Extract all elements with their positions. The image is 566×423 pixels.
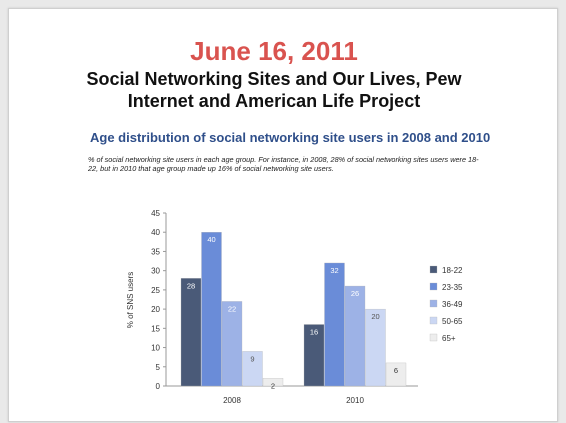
y-tick-label: 5 xyxy=(156,363,161,372)
legend-swatch-50-65 xyxy=(429,316,438,325)
y-tick-label: 15 xyxy=(151,324,160,333)
chart-title: Age distribution of social networking si… xyxy=(90,130,491,145)
slide-date: June 16, 2011 xyxy=(190,36,358,66)
y-tick-label: 20 xyxy=(151,305,160,314)
slide-headline: Social Networking Sites and Our Lives, P… xyxy=(0,68,548,112)
y-tick-label: 25 xyxy=(151,286,160,295)
legend-label: 36-49 xyxy=(442,300,463,309)
bar-23-35-2008 xyxy=(201,232,222,387)
legend-swatch-65+ xyxy=(429,333,438,342)
bar-value-label: 2 xyxy=(271,381,275,390)
y-tick-label: 10 xyxy=(151,344,160,353)
legend-swatch-36-49 xyxy=(429,299,438,308)
bar-value-label: 28 xyxy=(187,281,195,290)
bar-value-label: 20 xyxy=(371,312,379,321)
bar-value-label: 9 xyxy=(250,354,254,363)
legend-label: 18-22 xyxy=(442,266,463,275)
bar-18-22-2010 xyxy=(303,324,325,387)
bar-value-label: 22 xyxy=(228,304,236,313)
chart-note: % of social networking site users in eac… xyxy=(88,155,479,173)
bar-50-65-2010 xyxy=(365,308,386,387)
bar-value-label: 26 xyxy=(351,289,359,298)
bar-value-label: 16 xyxy=(310,327,318,336)
bar-18-22-2008 xyxy=(180,278,202,387)
legend-label: 50-65 xyxy=(442,317,463,326)
y-tick-label: 35 xyxy=(151,247,160,256)
x-tick-label: 2008 xyxy=(223,396,241,405)
bar-65+-2008 xyxy=(262,378,284,387)
bar-50-65-2008 xyxy=(242,351,263,387)
bar-23-35-2010 xyxy=(324,262,345,387)
x-tick-label: 2010 xyxy=(346,396,364,405)
headline-line-1: Social Networking Sites and Our Lives, P… xyxy=(86,69,462,89)
bar-value-label: 40 xyxy=(207,235,215,244)
legend-label: 23-35 xyxy=(442,283,463,292)
legend-swatch-18-22 xyxy=(429,265,438,274)
bar-value-label: 32 xyxy=(330,266,338,275)
y-tick-label: 45 xyxy=(151,209,160,218)
y-tick-label: 30 xyxy=(151,267,160,276)
bar-65+-2010 xyxy=(385,362,407,387)
bar-36-49-2010 xyxy=(344,285,366,387)
legend-label: 65+ xyxy=(442,334,456,343)
bar-value-label: 6 xyxy=(394,366,398,375)
y-tick-label: 0 xyxy=(156,382,161,391)
legend-swatch-23-35 xyxy=(429,282,438,291)
slide xyxy=(8,8,558,422)
y-axis-label: % of SNS users xyxy=(126,272,135,328)
y-tick-label: 40 xyxy=(151,228,160,237)
bar-36-49-2008 xyxy=(221,301,243,387)
headline-line-2: Internet and American Life Project xyxy=(127,91,421,111)
